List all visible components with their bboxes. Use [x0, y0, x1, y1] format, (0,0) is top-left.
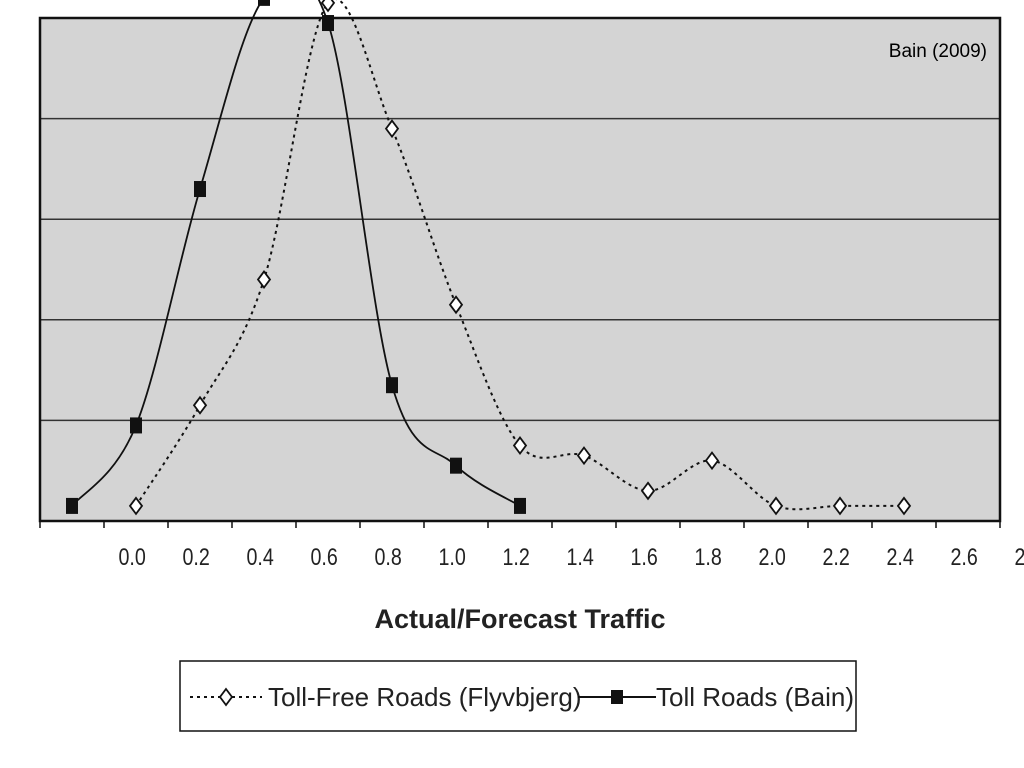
data-point-toll: [322, 15, 334, 32]
legend: Toll-Free Roads (Flyvbjerg) Toll Roads (…: [179, 660, 857, 732]
x-tick-label: 1.2: [502, 543, 529, 570]
x-tick-label: 2.0: [758, 543, 785, 570]
x-ticks: 0.0 0.2 0.4 0.6 0.8 1.0 1.2 1.4 1.6 1.8 2.0 2.2 2.4 2…: [39, 521, 1024, 570]
x-tick-label: 0.8: [374, 543, 401, 570]
legend-label-toll: Toll Roads (Bain): [656, 682, 854, 712]
data-point-toll-free: [704, 451, 720, 471]
data-point-toll: [514, 497, 526, 514]
x-tick-label: 1.0: [438, 543, 465, 570]
series-line-toll: [71, 0, 521, 507]
data-point-toll: [258, 0, 270, 6]
data-point-toll-free: [128, 496, 144, 516]
x-tick-label: 2.6: [950, 543, 977, 570]
data-point-toll-free: [896, 496, 912, 516]
x-tick-label: 0.2: [182, 543, 209, 570]
data-point-toll-free: [256, 270, 272, 290]
data-point-toll: [386, 377, 398, 394]
x-tick-label: 2.4: [886, 543, 913, 570]
data-point-toll-free: [384, 119, 400, 139]
x-tick-label: 1.6: [630, 543, 657, 570]
data-point-toll-free: [768, 496, 784, 516]
legend-box: [179, 660, 857, 732]
legend-marker-toll: [611, 690, 623, 704]
data-point-toll: [66, 497, 78, 514]
data-point-toll-free: [576, 446, 592, 466]
data-point-toll-free: [832, 496, 848, 516]
data-point-toll: [130, 417, 142, 434]
data-point-toll-free: [192, 395, 208, 415]
x-tick-label: 0.0: [118, 543, 145, 570]
legend-label-toll-free: Toll-Free Roads (Flyvbjerg): [268, 682, 582, 712]
x-tick-label: 1.4: [566, 543, 593, 570]
x-tick-label: 2.8: [1014, 543, 1024, 570]
x-tick-label: 0.4: [246, 543, 273, 570]
data-point-toll: [450, 457, 462, 474]
data-point-toll-free: [512, 436, 528, 456]
annotation: Bain (2009): [889, 41, 987, 62]
x-tick-label: 2.2: [822, 543, 849, 570]
series-layer: [66, 0, 912, 516]
data-point-toll-free: [320, 0, 336, 13]
gridlines: [40, 117, 1000, 422]
x-axis-title: Actual/Forecast Traffic: [374, 604, 665, 634]
data-point-toll: [194, 181, 206, 198]
x-tick-label: 1.8: [694, 543, 721, 570]
data-point-toll-free: [448, 295, 464, 315]
x-tick-label: 0.6: [310, 543, 337, 570]
data-point-toll-free: [640, 481, 656, 501]
legend-marker-toll-free: [218, 687, 234, 707]
